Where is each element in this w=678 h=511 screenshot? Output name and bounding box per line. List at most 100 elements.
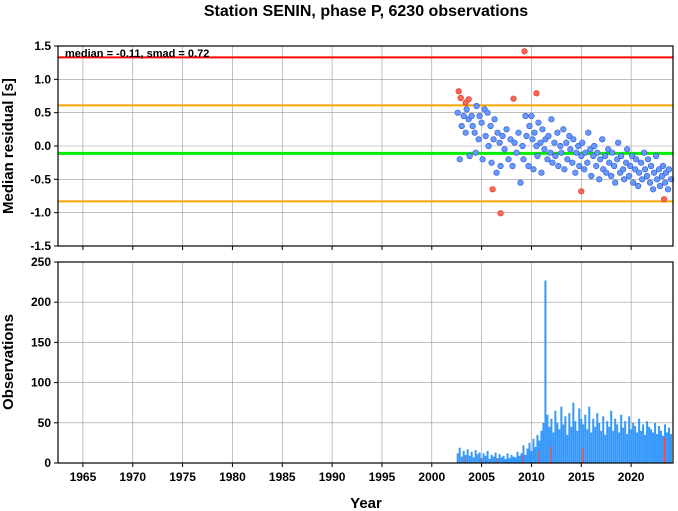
- observation-outlier-bar: [538, 450, 540, 463]
- residual-point: [594, 149, 601, 156]
- residual-point: [569, 159, 576, 166]
- residual-outlier-point: [455, 88, 462, 95]
- residual-point: [485, 142, 492, 150]
- observation-bar: [484, 455, 487, 463]
- residual-reference-lines: [58, 56, 673, 203]
- observation-bar: [490, 454, 493, 463]
- residual-point: [460, 112, 467, 120]
- residual-point: [545, 132, 552, 140]
- residual-point: [496, 139, 503, 146]
- residual-point: [548, 116, 555, 123]
- observation-bar: [472, 457, 475, 463]
- observation-outlier-bar: [480, 458, 482, 463]
- observations-y-tick-label: 250: [31, 255, 51, 269]
- residual-point: [547, 149, 554, 156]
- observation-bar: [524, 454, 527, 463]
- residual-point: [593, 162, 600, 170]
- observation-bar: [604, 434, 607, 463]
- residual-point: [590, 152, 597, 160]
- observation-bar: [502, 455, 505, 463]
- residual-point: [454, 109, 461, 116]
- observation-bar: [654, 422, 657, 463]
- observation-outlier-bar: [464, 456, 466, 463]
- residual-point: [462, 129, 469, 136]
- observations-x-tick-label: 1990: [319, 470, 346, 484]
- residual-point: [627, 162, 634, 170]
- observation-bar: [564, 416, 567, 463]
- observation-bar: [458, 447, 461, 463]
- residual-point: [578, 152, 585, 160]
- observation-bar: [520, 453, 523, 463]
- residual-points: [454, 48, 675, 217]
- observation-bar: [540, 430, 543, 463]
- residual-point: [632, 166, 639, 173]
- observation-bar: [596, 413, 599, 463]
- residual-outlier-point: [489, 186, 496, 193]
- residual-point: [596, 176, 603, 183]
- residual-point: [584, 159, 591, 166]
- residual-point: [639, 176, 646, 183]
- residual-point: [626, 172, 633, 180]
- residual-point: [643, 172, 651, 180]
- observation-bar: [474, 450, 477, 463]
- residual-point: [537, 139, 544, 146]
- observation-bar: [534, 446, 537, 463]
- x-axis-label: Year: [350, 495, 382, 511]
- residual-point: [653, 176, 661, 183]
- residual-outlier-point: [465, 96, 472, 103]
- observation-bar: [608, 426, 611, 463]
- residual-point: [606, 159, 613, 166]
- residual-point: [551, 139, 558, 146]
- residual-point: [511, 139, 518, 146]
- residual-point: [558, 149, 565, 156]
- observation-bar: [500, 457, 503, 463]
- observation-bar: [644, 434, 647, 463]
- observations-x-ticks: 1965 1970 1975 1980 1985 1990 1995 2000 2005 2010…: [70, 463, 645, 484]
- residual-point: [497, 162, 504, 170]
- residual-point: [635, 182, 642, 190]
- residual-point: [612, 179, 619, 186]
- residual-point: [544, 156, 551, 163]
- residual-point: [479, 156, 486, 163]
- residual-panel: 1.5 1.0 0.5 0.0 -0.5 -1.0 -1.5 median = -0.11,…: [0, 39, 675, 253]
- residual-point: [513, 149, 520, 156]
- residual-point: [501, 146, 508, 153]
- observation-bar: [668, 427, 671, 463]
- observation-bar: [636, 432, 639, 463]
- residual-point: [573, 149, 580, 156]
- residual-point: [567, 146, 574, 153]
- residual-point: [636, 169, 643, 176]
- residual-point: [463, 106, 470, 113]
- observation-bar: [460, 456, 463, 463]
- residual-y-tick-label: 0.5: [34, 106, 51, 120]
- observation-bar: [556, 422, 559, 463]
- observation-bar: [622, 427, 625, 463]
- residual-y-axis-label: Median residual [s]: [0, 78, 17, 214]
- observations-x-tick-label: 2005: [468, 470, 495, 484]
- residual-point: [525, 162, 532, 170]
- observation-bar: [642, 424, 645, 463]
- residual-point: [587, 146, 594, 153]
- residual-point: [493, 169, 500, 176]
- observation-bar: [478, 452, 481, 463]
- residual-outlier-point: [533, 90, 540, 97]
- residual-point: [478, 119, 485, 126]
- observation-bar: [530, 450, 533, 463]
- residual-point: [523, 132, 530, 140]
- observation-bar: [606, 421, 609, 463]
- residual-point: [471, 129, 478, 136]
- observation-bar: [580, 418, 583, 463]
- observation-bar: [476, 454, 479, 463]
- residual-point: [531, 129, 538, 136]
- residual-point: [649, 186, 657, 193]
- residual-point: [469, 122, 476, 130]
- residual-point: [646, 179, 654, 186]
- observation-outlier-bar: [550, 446, 552, 463]
- residual-outlier-point: [521, 48, 528, 55]
- residual-point: [487, 122, 494, 130]
- observation-bar: [558, 429, 561, 463]
- observation-bar: [562, 424, 565, 463]
- residual-y-tick-label: -1.0: [30, 206, 51, 220]
- residual-point: [554, 129, 561, 136]
